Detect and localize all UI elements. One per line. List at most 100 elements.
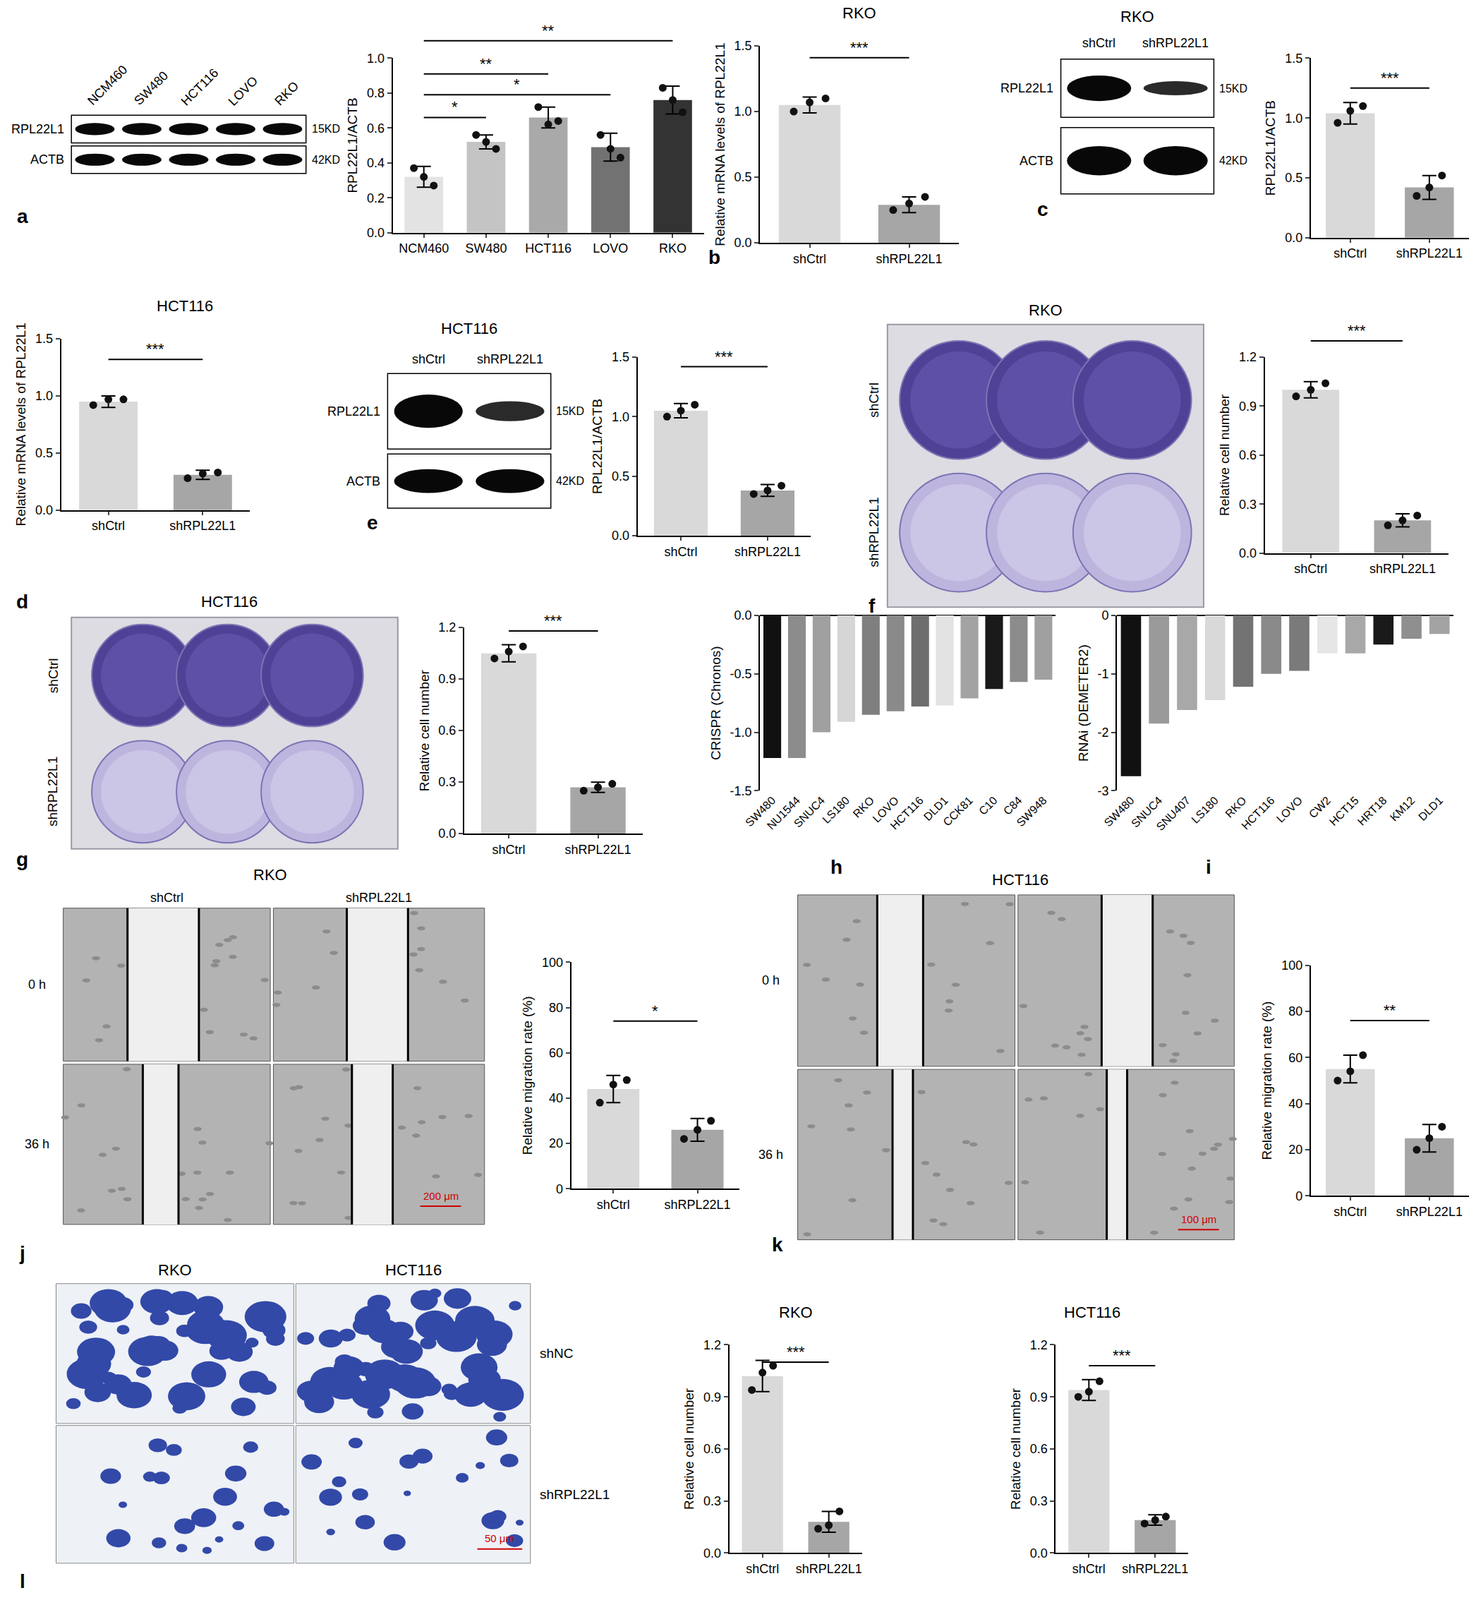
svg-text:RPL22L1/ACTB: RPL22L1/ACTB xyxy=(345,97,360,193)
svg-text:1.2: 1.2 xyxy=(1238,349,1257,365)
svg-text:1.5: 1.5 xyxy=(35,331,53,346)
svg-text:*: * xyxy=(513,75,520,94)
svg-text:36 h: 36 h xyxy=(24,1136,50,1151)
svg-text:ACTB: ACTB xyxy=(30,152,65,167)
svg-text:Relative mRNA levels of RPL22L: Relative mRNA levels of RPL22L1 xyxy=(712,42,728,246)
svg-text:RKO: RKO xyxy=(842,4,877,22)
svg-text:RPL22L1: RPL22L1 xyxy=(1000,81,1054,96)
svg-text:CW2: CW2 xyxy=(1306,793,1333,820)
svg-text:shCtrl: shCtrl xyxy=(150,890,184,905)
svg-text:RKO: RKO xyxy=(1028,301,1063,319)
svg-text:HCT116: HCT116 xyxy=(524,241,572,256)
svg-text:100: 100 xyxy=(1281,958,1303,973)
svg-text:ACTB: ACTB xyxy=(1019,153,1054,168)
svg-text:shCtrl: shCtrl xyxy=(745,1561,779,1576)
svg-text:60: 60 xyxy=(548,1045,564,1060)
svg-text:j: j xyxy=(19,1241,26,1264)
svg-text:shCtrl: shCtrl xyxy=(45,658,61,694)
svg-text:HCT116: HCT116 xyxy=(178,65,222,109)
svg-text:RKO: RKO xyxy=(1120,7,1155,26)
svg-text:e: e xyxy=(366,511,379,534)
svg-text:Relative mRNA levels of RPL22L: Relative mRNA levels of RPL22L1 xyxy=(13,322,29,526)
svg-text:shRPL22L1: shRPL22L1 xyxy=(1369,561,1436,576)
svg-text:NCM460: NCM460 xyxy=(84,62,130,108)
svg-text:0.0: 0.0 xyxy=(733,608,752,623)
svg-text:0.8: 0.8 xyxy=(366,86,385,101)
svg-text:0.6: 0.6 xyxy=(366,121,385,136)
svg-text:0.4: 0.4 xyxy=(366,155,385,171)
svg-text:shRPL22L1: shRPL22L1 xyxy=(345,890,413,905)
svg-text:42KD: 42KD xyxy=(1219,154,1248,167)
svg-text:1.0: 1.0 xyxy=(366,51,385,66)
svg-text:shRPL22L1: shRPL22L1 xyxy=(565,842,632,857)
svg-text:***: *** xyxy=(786,1342,806,1361)
svg-text:HCT116: HCT116 xyxy=(1063,1303,1121,1321)
svg-text:ACTB: ACTB xyxy=(346,474,381,489)
svg-text:DLD1: DLD1 xyxy=(1416,793,1445,823)
svg-text:1.2: 1.2 xyxy=(1030,1337,1048,1352)
svg-text:0.0: 0.0 xyxy=(1284,230,1303,245)
svg-text:shCtrl: shCtrl xyxy=(596,1197,631,1212)
svg-text:36 h: 36 h xyxy=(758,1147,784,1162)
svg-text:0.0: 0.0 xyxy=(438,826,456,841)
svg-text:0.3: 0.3 xyxy=(1238,497,1257,512)
svg-text:0.3: 0.3 xyxy=(438,774,456,789)
svg-text:a: a xyxy=(16,205,29,228)
svg-text:0: 0 xyxy=(1101,608,1109,623)
svg-text:RKO: RKO xyxy=(1222,793,1249,820)
svg-text:RNAi (DEMETER2): RNAi (DEMETER2) xyxy=(1075,644,1091,762)
svg-text:KM12: KM12 xyxy=(1387,793,1418,824)
svg-text:0: 0 xyxy=(555,1181,564,1196)
svg-text:***: *** xyxy=(146,340,165,358)
svg-text:shNC: shNC xyxy=(539,1345,574,1361)
svg-text:60: 60 xyxy=(1288,1050,1303,1065)
svg-text:**: ** xyxy=(541,21,555,40)
svg-text:C84: C84 xyxy=(1001,793,1025,818)
svg-text:h: h xyxy=(830,855,843,878)
svg-text:1.0: 1.0 xyxy=(1284,111,1303,126)
svg-text:CCK81: CCK81 xyxy=(940,793,976,829)
svg-text:shCtrl: shCtrl xyxy=(1072,1561,1106,1576)
svg-text:RPL22L1/ACTB: RPL22L1/ACTB xyxy=(1263,100,1279,196)
svg-text:***: *** xyxy=(714,347,734,366)
svg-text:HCT116: HCT116 xyxy=(385,1260,442,1279)
svg-text:HRT18: HRT18 xyxy=(1355,793,1390,828)
svg-text:shCtrl: shCtrl xyxy=(1082,35,1116,51)
svg-text:LS180: LS180 xyxy=(819,793,852,826)
svg-text:shRPL22L1: shRPL22L1 xyxy=(169,518,236,533)
svg-text:15KD: 15KD xyxy=(311,122,341,135)
svg-text:SNUC4: SNUC4 xyxy=(1128,793,1165,830)
svg-text:shRPL22L1: shRPL22L1 xyxy=(45,756,60,827)
svg-text:0.0: 0.0 xyxy=(1030,1545,1048,1560)
svg-text:HCT116: HCT116 xyxy=(156,297,214,315)
svg-text:shRPL22L1: shRPL22L1 xyxy=(663,1197,731,1212)
svg-text:1.0: 1.0 xyxy=(35,388,53,403)
svg-text:shCtrl: shCtrl xyxy=(664,544,698,559)
svg-text:HCT116: HCT116 xyxy=(440,319,498,338)
svg-text:HCT116: HCT116 xyxy=(991,870,1049,889)
svg-text:**: ** xyxy=(479,55,493,73)
svg-text:1.0: 1.0 xyxy=(733,104,752,119)
svg-text:1.2: 1.2 xyxy=(438,620,456,635)
svg-text:SNUC4: SNUC4 xyxy=(791,793,827,830)
svg-text:-2: -2 xyxy=(1097,725,1109,740)
svg-text:0.0: 0.0 xyxy=(703,1545,722,1560)
svg-text:shCtrl: shCtrl xyxy=(866,382,882,418)
svg-text:RKO: RKO xyxy=(658,241,687,256)
svg-text:NU1544: NU1544 xyxy=(764,793,803,832)
svg-text:shRPL22L1: shRPL22L1 xyxy=(875,251,942,266)
svg-text:0.9: 0.9 xyxy=(438,671,456,686)
svg-text:0.6: 0.6 xyxy=(438,723,456,738)
svg-text:***: *** xyxy=(543,611,563,630)
svg-text:1.2: 1.2 xyxy=(703,1337,722,1352)
svg-text:*: * xyxy=(451,98,458,116)
svg-text:0.0: 0.0 xyxy=(35,503,53,518)
svg-text:RKO: RKO xyxy=(253,865,288,884)
svg-text:NCM460: NCM460 xyxy=(398,241,449,256)
svg-text:RPL22L1: RPL22L1 xyxy=(327,404,381,419)
svg-text:shRPL22L1: shRPL22L1 xyxy=(795,1561,863,1576)
svg-text:shRPL22L1: shRPL22L1 xyxy=(1396,246,1463,261)
svg-text:20: 20 xyxy=(1288,1142,1303,1157)
svg-text:1.0: 1.0 xyxy=(611,409,630,425)
svg-text:***: *** xyxy=(1380,69,1400,87)
